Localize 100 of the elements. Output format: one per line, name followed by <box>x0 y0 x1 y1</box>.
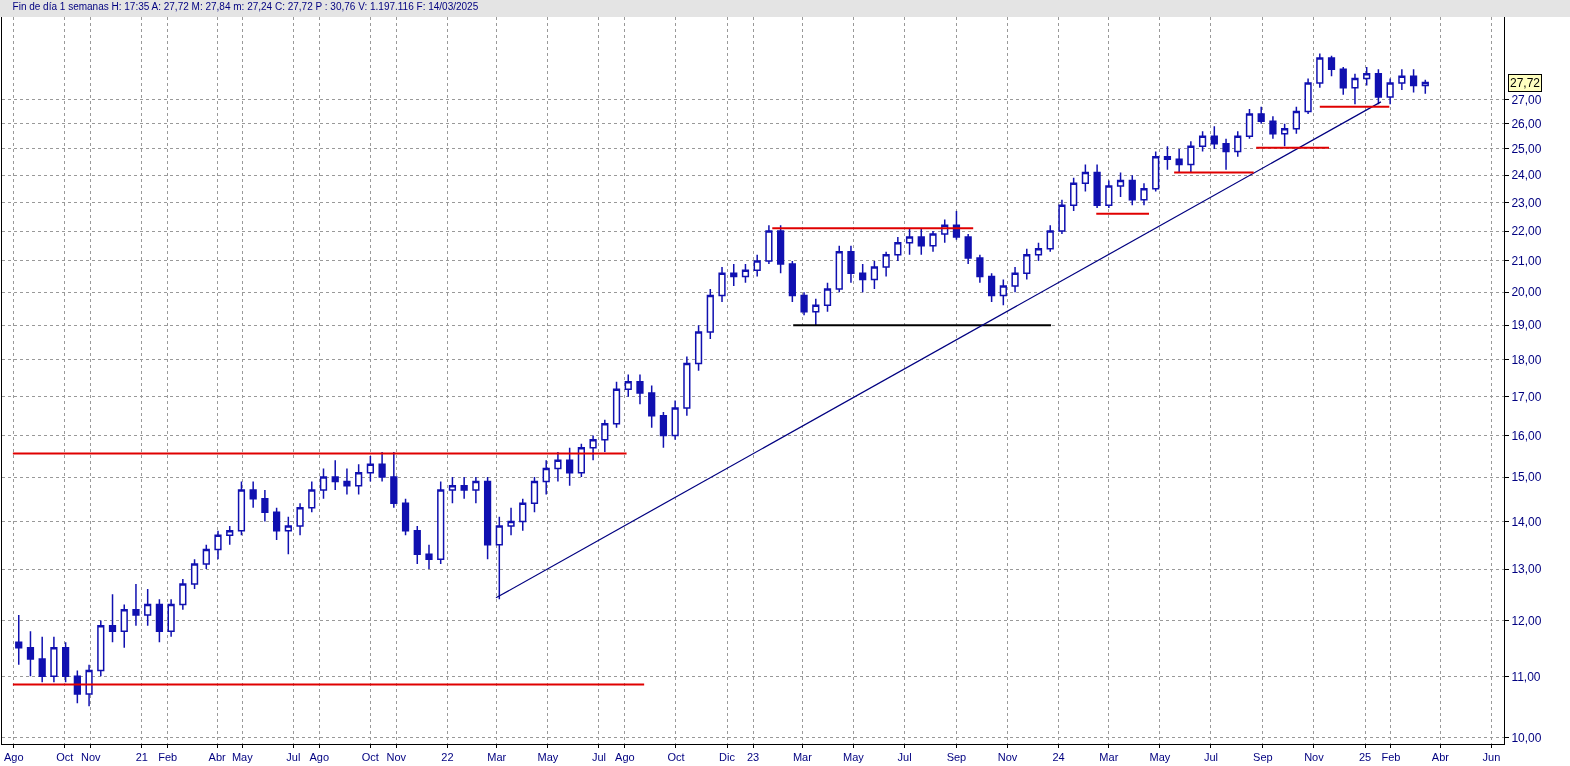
candlestick <box>1409 68 1418 94</box>
candlestick <box>249 480 257 509</box>
candlestick <box>202 544 210 570</box>
candlestick <box>589 434 597 461</box>
x-tick-label: 23 <box>746 751 760 764</box>
candlestick <box>1011 266 1019 294</box>
x-tick-label: Jun <box>1482 751 1501 764</box>
candlestick <box>1398 68 1406 91</box>
candlestick <box>847 245 855 284</box>
candlestick <box>214 529 222 560</box>
candlestick <box>226 525 234 546</box>
candlestick <box>1245 108 1254 140</box>
y-tick-label: 17,00 <box>1511 389 1542 404</box>
y-tick-label: 18,00 <box>1511 353 1542 368</box>
candlestick <box>120 603 128 649</box>
candlestick <box>272 507 281 541</box>
candlestick <box>62 641 70 683</box>
candlestick <box>1140 182 1148 207</box>
candlestick <box>777 224 785 275</box>
candlestick <box>167 598 175 638</box>
candlestick <box>343 467 351 496</box>
candlestick <box>1257 105 1265 125</box>
y-tick-label: 26,00 <box>1511 116 1542 131</box>
candlestick <box>1081 163 1089 193</box>
x-tick-label: May <box>843 751 865 764</box>
candlestick <box>1058 198 1066 235</box>
x-tick-label: Feb <box>1381 751 1401 764</box>
candlestick <box>636 373 644 406</box>
x-tick-label: 25 <box>1358 751 1372 764</box>
x-tick-label: 22 <box>441 751 454 764</box>
candlestick <box>976 254 984 284</box>
x-tick-label: 21 <box>135 751 148 764</box>
x-tick-label: Oct <box>361 751 379 764</box>
candlestick <box>577 442 585 478</box>
candlestick <box>987 272 996 303</box>
y-tick-label: 10,00 <box>1511 730 1542 745</box>
x-tick-label: Mar <box>792 751 813 764</box>
candlestick <box>97 619 105 678</box>
candlestick <box>261 489 269 523</box>
x-tick-label: Nov <box>997 751 1018 764</box>
candlestick <box>519 498 527 532</box>
candlestick <box>1351 73 1359 106</box>
candlestick <box>1363 66 1371 87</box>
candlestick <box>460 476 468 500</box>
candlestick <box>38 635 46 683</box>
candlestick <box>26 630 35 678</box>
candlestick <box>50 635 58 683</box>
candlestick <box>1316 52 1324 89</box>
x-tick-label: Jul <box>897 751 912 764</box>
candlestick <box>1198 130 1207 153</box>
x-tick-label: Ago <box>309 751 330 764</box>
candlestick <box>683 355 691 417</box>
candlestick <box>284 516 292 556</box>
candlestick <box>144 588 152 627</box>
candlestick <box>1105 179 1113 209</box>
candlestick <box>706 288 714 340</box>
candlestick <box>542 459 550 496</box>
candlestick <box>694 324 703 372</box>
candlestick <box>1386 77 1394 106</box>
x-tick-label: May <box>537 751 559 764</box>
candlestick <box>179 578 187 611</box>
candlestick <box>132 583 140 627</box>
y-tick-label: 21,00 <box>1511 254 1542 269</box>
x-tick-label: Ago <box>615 751 635 764</box>
candlestick <box>483 476 492 560</box>
candlestick <box>1070 177 1078 212</box>
candlestick <box>1116 171 1125 198</box>
x-tick-label: Dic <box>719 751 736 764</box>
candlestick <box>296 502 304 537</box>
candlestick <box>155 598 164 643</box>
y-tick-label: 25,00 <box>1511 142 1542 157</box>
y-tick-label: 22,00 <box>1511 224 1542 239</box>
candlestick <box>390 451 398 509</box>
candlestick <box>378 451 386 483</box>
candlestick <box>1292 105 1300 135</box>
candlestick <box>1187 140 1195 174</box>
y-tick-label: 24,00 <box>1511 168 1542 183</box>
candlestick <box>823 281 832 313</box>
x-tick-label: Nov <box>80 751 102 764</box>
candlestick <box>741 263 750 284</box>
y-tick-label: 23,00 <box>1511 195 1542 210</box>
candlestick <box>355 463 363 496</box>
candlestick <box>812 297 820 326</box>
text: 27,72 <box>1510 76 1541 90</box>
candlestick <box>190 558 199 590</box>
candlestick <box>413 525 421 565</box>
x-tick-label: Jul <box>286 751 301 764</box>
candlestick <box>1046 224 1054 253</box>
candlestick <box>495 516 503 601</box>
x-tick-label: Abr <box>1431 751 1450 764</box>
candlestick <box>507 507 515 537</box>
x-tick-label: Jul <box>1203 751 1218 764</box>
candlestick <box>1210 125 1218 150</box>
x-tick-label: 24 <box>1052 751 1065 764</box>
candlestick <box>1269 115 1277 140</box>
candlestick <box>624 373 632 398</box>
candlestick <box>425 544 433 570</box>
candlestick <box>530 476 539 514</box>
x-tick-label: Abr <box>208 751 227 764</box>
candlestick <box>601 419 609 453</box>
